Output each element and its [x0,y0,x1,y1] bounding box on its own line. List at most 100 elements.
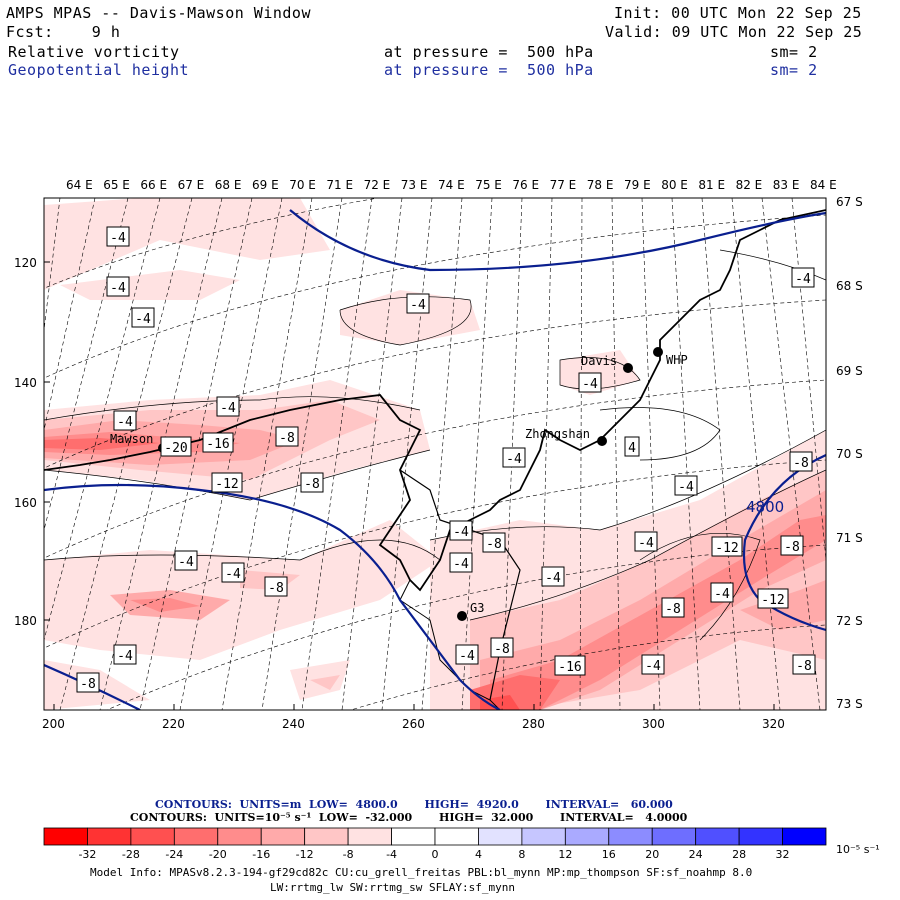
colorbar-tick-label: -12 [296,848,314,861]
init-time: Init: 00 UTC Mon 22 Sep 25 [614,4,862,22]
colorbar-tick-label: 8 [518,848,525,861]
colorbar-swatch [521,827,566,846]
lon-label: 75 E [475,178,502,192]
contour-label-box [455,644,479,665]
height-contour-label: 4800 [746,498,784,516]
contour-label-box [711,536,743,557]
lon-label: 82 E [736,178,763,192]
colorbar-swatch [391,827,436,846]
contour-label-box [757,588,789,609]
contour-label-box [554,655,586,676]
colorbar-swatch [478,827,523,846]
lon-label: 80 E [661,178,688,192]
lon-label: 79 E [624,178,651,192]
contour-label-box [634,531,658,552]
contour-label-box [490,637,514,658]
contour-label: -4 [638,536,654,551]
colorbar-swatch [217,827,262,846]
colorbar-tick-label: -32 [78,848,96,861]
lat-label: 70 S [836,447,863,461]
contour-label-box [160,436,192,457]
colorbar-swatch [434,827,479,846]
colorbar-tick-label: 0 [432,848,439,861]
contour-label-box [202,432,234,453]
colorbar: -32 -28 -24 -20 -16 -12 -8 -4 0 4 8 12 16 20 24 28 32 [43,827,827,861]
station-label-davis: Davis [581,354,617,368]
bottom-x-ticks: 200 220 240 260 280 300 320 [42,704,785,731]
lon-label: 70 E [289,178,316,192]
contour-label: -8 [279,431,295,446]
colorbar-swatch [738,827,783,846]
lon-label: 77 E [550,178,577,192]
lon-label: 64 E [66,178,93,192]
contour-label-box [174,550,198,571]
contour-label-box [113,644,137,665]
lat-label: 69 S [836,364,863,378]
y-tick-label: 120 [14,256,37,270]
contour-label: 4 [628,441,636,456]
colorbar-tick-label: 16 [602,848,616,861]
lon-label: 84 E [810,178,837,192]
contour-label: -4 [225,567,241,582]
contour-label: -12 [215,477,238,492]
lat-label: 67 S [836,195,863,209]
left-y-ticks: 120 140 160 180 [14,256,50,628]
valid-time: Valid: 09 UTC Mon 22 Sep 25 [605,23,863,41]
y-tick-label: 180 [14,614,37,628]
contour-label: -8 [665,602,681,617]
colorbar-tick-label: 24 [689,848,703,861]
contour-label-box [541,566,565,587]
colorbar-swatch [130,827,175,846]
x-tick-label: 240 [282,717,305,731]
contour-label-box [216,396,240,417]
contour-label: -4 [135,312,151,327]
contour-label: -4 [459,649,475,664]
colorbar-tick-label: 20 [645,848,659,861]
lat-label: 71 S [836,531,863,545]
x-tick-label: 200 [42,717,65,731]
colorbar-swatch [651,827,697,846]
x-tick-label: 300 [642,717,665,731]
station-label-mawson: Mawson [110,432,153,446]
contour-label-box [641,654,665,675]
lon-label: 74 E [438,178,465,192]
station-dot-zhongshan [597,436,607,446]
contour-label: -12 [761,593,784,608]
vorticity-contour-info: CONTOURS: UNITS=10⁻⁵ s⁻¹ LOW= -32.000 HI… [130,811,688,824]
colorbar-swatch [43,827,88,846]
contour-label: -12 [715,541,738,556]
contour-label: -8 [494,642,510,657]
lon-label: 71 E [326,178,353,192]
contour-label: -8 [486,537,502,552]
x-tick-label: 280 [522,717,545,731]
contour-label-box [113,410,137,431]
forecast-hour: Fcst: 9 h [6,23,121,41]
contour-label-box [106,276,130,297]
contour-label: -4 [714,587,730,602]
colorbar-swatch [695,827,740,846]
contour-label: -4 [453,525,469,540]
contour-label-box [221,562,245,583]
station-dot-whp [653,347,663,357]
colorbar-swatch [87,827,132,846]
colorbar-swatch [173,827,219,846]
colorbar-tick-label: 12 [558,848,572,861]
contour-label-box [300,472,324,493]
x-tick-label: 260 [402,717,425,731]
lon-label: 68 E [215,178,242,192]
station-label-g3: G3 [470,601,484,615]
field1-name: Relative vorticity [8,43,180,61]
lon-label: 81 E [698,178,725,192]
contour-label: -8 [784,540,800,555]
window-title: AMPS MPAS -- Davis-Mawson Window [6,4,311,22]
contour-label: -16 [206,437,229,452]
contour-label-box [264,576,288,597]
lon-label: 72 E [364,178,391,192]
height-contour-info: CONTOURS: UNITS=m LOW= 4800.0 HIGH= 4920… [155,798,673,811]
contour-label: -4 [110,231,126,246]
contour-label-box [211,472,243,493]
contour-label-box [661,597,685,618]
colorbar-swatch [782,827,827,846]
model-info-line2: LW:rrtmg_lw SW:rrtmg_sw SFLAY:sf_mynn [270,881,516,894]
